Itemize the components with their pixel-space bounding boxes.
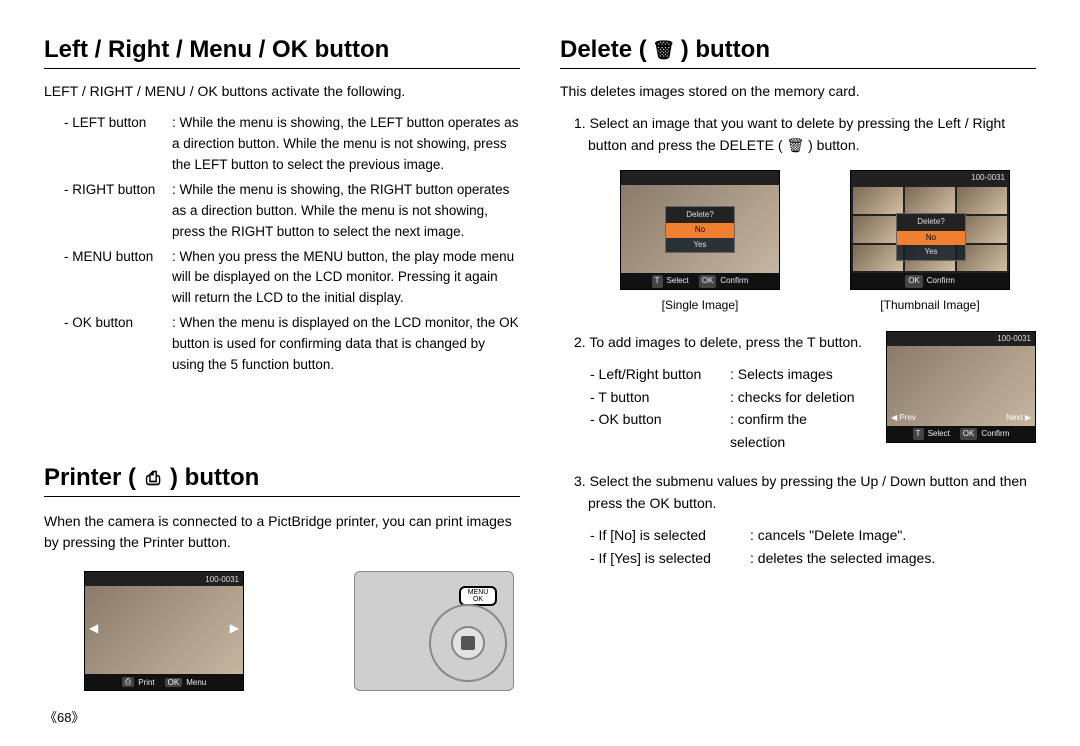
def-text: : When the menu is displayed on the LCD … bbox=[172, 313, 520, 376]
lcd-botbar: OK Confirm bbox=[851, 273, 1009, 289]
next-label: Next ▶ bbox=[1006, 412, 1031, 424]
lcd-botbar: ⎙ Print OKMenu bbox=[85, 674, 243, 690]
lcd-topbar: 100-0031 bbox=[85, 572, 243, 586]
def-label: - MENU button bbox=[64, 247, 172, 310]
value: : checks for deletion bbox=[730, 386, 855, 408]
key-icon: OK bbox=[165, 678, 183, 687]
caption-single: [Single Image] bbox=[620, 296, 780, 315]
step-3: 3. Select the submenu values by pressing… bbox=[560, 471, 1036, 514]
button-definition-list: - LEFT button : While the menu is showin… bbox=[44, 113, 520, 380]
ok-label: OK bbox=[473, 596, 483, 603]
page-number: 《68》 bbox=[44, 707, 520, 726]
list-item: - OK button: confirm the selection bbox=[560, 408, 866, 453]
def-label: - RIGHT button bbox=[64, 180, 172, 243]
key-label: Menu bbox=[186, 678, 206, 687]
lcd-print-preview: 100-0031 ◀ ▶ ⎙ Print OKMenu bbox=[84, 571, 244, 691]
list-item: - OK button : When the menu is displayed… bbox=[64, 313, 520, 376]
lcd-topbar: 100-0031 bbox=[851, 171, 1009, 185]
printer-icon: ⎙ bbox=[142, 467, 164, 489]
dialog-option: No bbox=[897, 231, 965, 245]
intro-text: LEFT / RIGHT / MENU / OK buttons activat… bbox=[44, 83, 520, 99]
value: : cancels "Delete Image". bbox=[750, 524, 906, 546]
delete-dialog: Delete? No Yes bbox=[665, 206, 735, 253]
dialog-header: Delete? bbox=[897, 214, 965, 230]
key-label: Select bbox=[667, 275, 689, 287]
menu-label: MENU bbox=[468, 589, 489, 596]
label: - T button bbox=[590, 386, 730, 408]
delete-dialog: Delete? No Yes bbox=[896, 213, 966, 260]
key-icon: OK bbox=[699, 275, 717, 287]
list-item: - RIGHT button : While the menu is showi… bbox=[64, 180, 520, 243]
menu-ok-button-icon: MENU OK bbox=[459, 586, 497, 606]
trash-icon: 🗑 bbox=[786, 137, 804, 153]
title-post: ) button bbox=[681, 36, 770, 64]
key-label: Confirm bbox=[927, 275, 955, 287]
key-icon: T bbox=[652, 275, 663, 287]
trash-icon: 🗑 bbox=[653, 39, 675, 61]
section-title-printer: Printer ( ⎙ ) button bbox=[44, 464, 520, 497]
list-item: - If [Yes] is selected: deletes the sele… bbox=[560, 547, 1036, 569]
lcd-image: Delete? No Yes bbox=[851, 185, 1009, 273]
printer-body: When the camera is connected to a PictBr… bbox=[44, 511, 520, 553]
def-label: - LEFT button bbox=[64, 113, 172, 176]
def-text: : When you press the MENU button, the pl… bbox=[172, 247, 520, 310]
key-label: Select bbox=[928, 428, 950, 440]
lcd-select-image: 100-0031 ◀ Prev Next ▶ T Select OKConfirm bbox=[886, 331, 1036, 443]
key-label: Confirm bbox=[720, 275, 748, 287]
dialog-option: No bbox=[666, 223, 734, 237]
list-item: - If [No] is selected: cancels "Delete I… bbox=[560, 524, 1036, 546]
key-icon: T bbox=[913, 428, 924, 440]
section-title-lrmok: Left / Right / Menu / OK button bbox=[44, 36, 520, 69]
list-item: - T button: checks for deletion bbox=[560, 386, 866, 408]
nav-left-icon: ◀ bbox=[89, 621, 98, 635]
prev-label: ◀ Prev bbox=[891, 412, 916, 424]
label: - If [Yes] is selected bbox=[590, 547, 750, 569]
lcd-image: ◀ ▶ bbox=[85, 586, 243, 674]
caption-thumb: [Thumbnail Image] bbox=[850, 296, 1010, 315]
key-icon: OK bbox=[905, 275, 923, 287]
title-post: ) button bbox=[170, 464, 259, 492]
def-text: : While the menu is showing, the LEFT bu… bbox=[172, 113, 520, 176]
lcd-topbar bbox=[621, 171, 779, 185]
lcd-thumb-wrap: 100-0031 Delete? No Yes bbox=[850, 170, 1010, 315]
step-2: 2. To add images to delete, press the T … bbox=[560, 331, 866, 353]
title-pre: Printer ( bbox=[44, 464, 136, 492]
value: : deletes the selected images. bbox=[750, 547, 935, 569]
key-icon: OK bbox=[960, 428, 978, 440]
lcd-topbar: 100-0031 bbox=[887, 332, 1035, 346]
lcd-single-wrap: Delete? No Yes T Select OKConfirm [Single… bbox=[620, 170, 780, 315]
dialog-header: Delete? bbox=[666, 207, 734, 223]
printer-btn-icon bbox=[461, 636, 475, 650]
list-item: - MENU button : When you press the MENU … bbox=[64, 247, 520, 310]
key-label: Confirm bbox=[981, 428, 1009, 440]
dialog-option: Yes bbox=[897, 245, 965, 259]
step-text-b: ) button. bbox=[808, 137, 859, 153]
dialog-option: Yes bbox=[666, 238, 734, 252]
camera-body-diagram: MENU OK bbox=[354, 571, 514, 691]
lcd-botbar: T Select OKConfirm bbox=[887, 426, 1035, 442]
value: : confirm the selection bbox=[730, 408, 866, 453]
list-item: - Left/Right button: Selects images bbox=[560, 363, 866, 385]
label: - OK button bbox=[590, 408, 730, 453]
def-text: : While the menu is showing, the RIGHT b… bbox=[172, 180, 520, 243]
lcd-image: ◀ Prev Next ▶ bbox=[887, 346, 1035, 426]
lcd-single-image: Delete? No Yes T Select OKConfirm bbox=[620, 170, 780, 290]
delete-intro: This deletes images stored on the memory… bbox=[560, 83, 1036, 99]
key-label: Print bbox=[138, 678, 154, 687]
value: : Selects images bbox=[730, 363, 833, 385]
lcd-image: Delete? No Yes bbox=[621, 185, 779, 273]
step-1: 1. Select an image that you want to dele… bbox=[560, 113, 1036, 156]
section-title-delete: Delete ( 🗑 ) button bbox=[560, 36, 1036, 69]
def-label: - OK button bbox=[64, 313, 172, 376]
label: - Left/Right button bbox=[590, 363, 730, 385]
lcd-thumbnail-image: 100-0031 Delete? No Yes bbox=[850, 170, 1010, 290]
nav-right-icon: ▶ bbox=[230, 621, 239, 635]
title-pre: Delete ( bbox=[560, 36, 647, 64]
label: - If [No] is selected bbox=[590, 524, 750, 546]
key-icon: ⎙ bbox=[122, 677, 134, 687]
lcd-botbar: T Select OKConfirm bbox=[621, 273, 779, 289]
list-item: - LEFT button : While the menu is showin… bbox=[64, 113, 520, 176]
title-text: Left / Right / Menu / OK button bbox=[44, 36, 389, 64]
